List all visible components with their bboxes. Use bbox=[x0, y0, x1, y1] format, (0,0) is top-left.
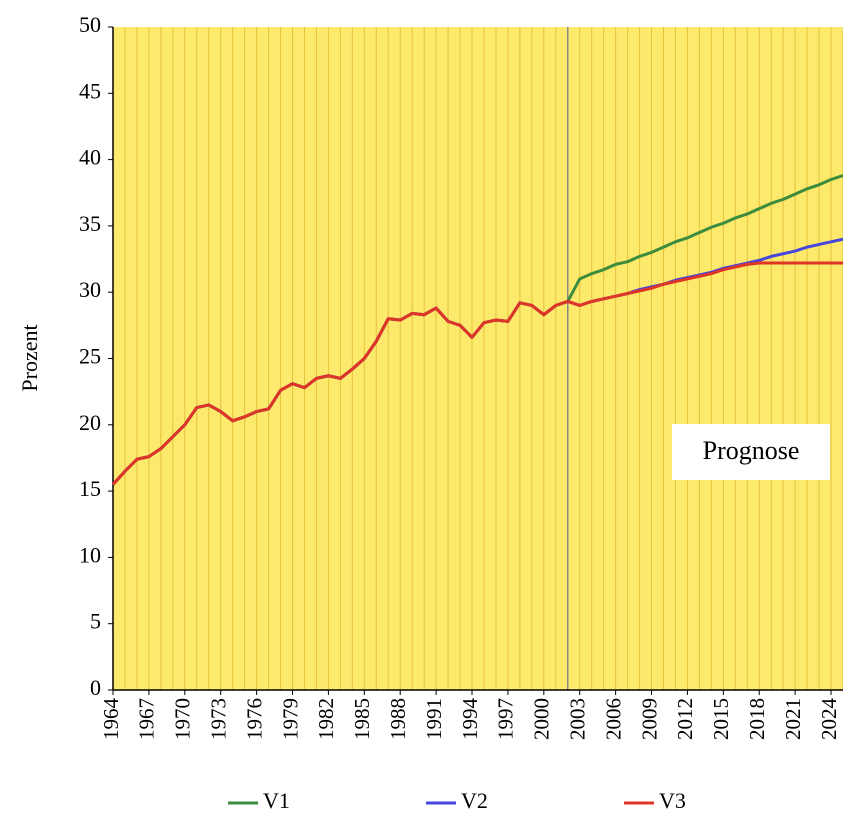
x-tick-label: 1979 bbox=[278, 698, 302, 740]
annotation: Prognose bbox=[703, 436, 800, 465]
x-tick-label: 1967 bbox=[135, 698, 159, 740]
y-tick-label: 15 bbox=[79, 476, 101, 501]
x-tick-label: 2006 bbox=[601, 698, 625, 740]
x-tick-label: 1970 bbox=[171, 698, 195, 740]
y-tick-label: 5 bbox=[90, 609, 101, 634]
x-tick-label: 2000 bbox=[530, 698, 554, 740]
y-tick-label: 10 bbox=[79, 542, 101, 567]
y-tick-label: 0 bbox=[90, 675, 101, 700]
x-tick-label: 2015 bbox=[709, 698, 733, 740]
x-tick-label: 1997 bbox=[494, 698, 518, 740]
y-tick-label: 50 bbox=[79, 12, 101, 37]
plot-background bbox=[113, 27, 843, 690]
x-tick-label: 1985 bbox=[350, 698, 374, 740]
legend-label: V1 bbox=[263, 788, 290, 813]
x-tick-label: 2012 bbox=[673, 698, 697, 740]
x-tick-label: 1991 bbox=[422, 698, 446, 740]
legend-label: V2 bbox=[461, 788, 488, 813]
x-tick-label: 1976 bbox=[242, 698, 266, 740]
y-tick-label: 30 bbox=[79, 277, 101, 302]
x-tick-label: 1988 bbox=[386, 698, 410, 740]
series-line bbox=[111, 261, 843, 486]
x-tick-label: 1994 bbox=[458, 698, 482, 741]
y-tick-label: 25 bbox=[79, 344, 101, 369]
y-tick-label: 35 bbox=[79, 211, 101, 236]
annotation-box bbox=[672, 424, 830, 480]
legend-label: V3 bbox=[659, 788, 686, 813]
x-tick-label: 1964 bbox=[99, 698, 123, 741]
x-tick-label: 2021 bbox=[781, 698, 805, 740]
x-tick-label: 2003 bbox=[566, 698, 590, 740]
x-tick-label: 1973 bbox=[207, 698, 231, 740]
y-tick-label: 20 bbox=[79, 410, 101, 435]
y-axis-label: Prozent bbox=[17, 324, 42, 391]
x-tick-label: 2024 bbox=[817, 698, 841, 741]
y-tick-label: 45 bbox=[79, 78, 101, 103]
x-tick-label: 2009 bbox=[637, 698, 661, 740]
x-tick-label: 2018 bbox=[745, 698, 769, 740]
x-tick-label: 1982 bbox=[314, 698, 338, 740]
y-tick-label: 40 bbox=[79, 145, 101, 170]
